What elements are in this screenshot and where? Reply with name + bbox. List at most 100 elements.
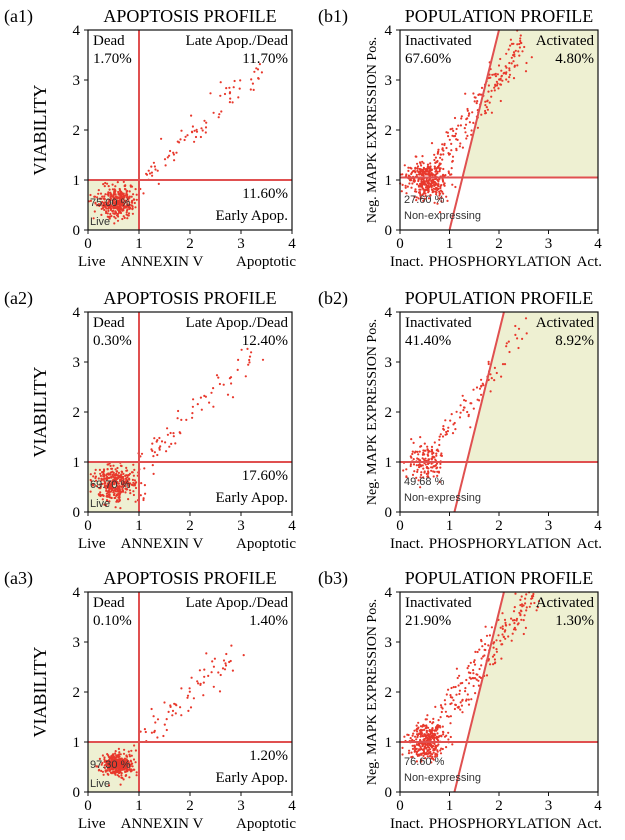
data-point: [97, 769, 100, 772]
x-label-right: Act.: [577, 254, 602, 270]
data-point: [121, 470, 124, 474]
data-point: [490, 626, 493, 629]
data-point: [436, 753, 439, 756]
data-point: [124, 770, 127, 773]
data-point: [516, 64, 519, 67]
data-point: [200, 127, 203, 130]
data-point: [118, 192, 121, 196]
quadrant-top-left-name: Inactivated: [405, 595, 472, 611]
data-point: [444, 419, 447, 422]
data-point: [515, 617, 519, 620]
data-point: [119, 783, 122, 786]
data-point: [455, 127, 458, 131]
data-point: [165, 728, 168, 732]
data-point: [110, 467, 114, 470]
data-point: [480, 113, 483, 116]
y-tick-label: 3: [73, 355, 81, 371]
data-point: [117, 487, 120, 490]
data-point: [452, 129, 455, 132]
data-point: [121, 764, 124, 767]
data-point: [255, 67, 258, 70]
data-point: [121, 776, 124, 779]
data-point: [113, 212, 116, 215]
chart-title: APOPTOSIS PROFILE: [103, 288, 276, 308]
data-point: [162, 734, 165, 738]
data-point: [120, 192, 123, 195]
data-point: [107, 192, 110, 195]
data-point: [454, 185, 457, 189]
panel-a2: (a2) APOPTOSIS PROFILE 0 1 2 3 4 0 1 2 3 4 Live ANNEX…: [0, 282, 312, 560]
data-point: [150, 731, 153, 734]
data-point: [433, 183, 436, 186]
data-point: [430, 469, 433, 472]
data-point: [496, 82, 499, 85]
data-point: [114, 761, 118, 764]
data-point: [439, 162, 442, 165]
quadrant-bottom-right-name: Early Apop.: [216, 770, 289, 786]
data-point: [436, 470, 439, 473]
quadrant-top-right-value: 1.30%: [555, 613, 594, 629]
data-point: [475, 102, 478, 105]
data-point: [449, 696, 452, 699]
data-point: [450, 149, 453, 152]
data-point: [219, 94, 222, 97]
data-point: [524, 317, 528, 320]
quadrant-bottom-right-value: 17.60%: [242, 468, 288, 484]
quadrant-top-left-value: 1.70%: [93, 51, 132, 67]
panel-label: (b2): [318, 288, 348, 309]
data-point: [519, 39, 522, 43]
data-point: [248, 361, 251, 364]
data-point: [439, 153, 442, 156]
data-point: [422, 178, 425, 181]
data-point: [453, 116, 457, 120]
data-point: [438, 192, 441, 195]
data-point: [494, 75, 498, 78]
data-point: [103, 766, 106, 769]
data-point: [406, 185, 409, 188]
y-tick-label: 3: [73, 73, 81, 89]
data-point: [180, 714, 183, 717]
data-point: [441, 143, 444, 146]
data-point: [439, 466, 442, 469]
data-point: [118, 769, 121, 772]
quadrant-top-right-name: Activated: [536, 315, 595, 331]
data-point: [432, 475, 435, 478]
data-point: [424, 457, 427, 460]
data-point: [499, 626, 502, 629]
data-point: [409, 166, 412, 169]
data-point: [119, 202, 123, 205]
data-point: [93, 195, 97, 198]
data-point: [416, 470, 419, 473]
data-point: [493, 86, 496, 89]
data-point: [493, 89, 496, 92]
data-point: [518, 46, 521, 49]
data-point: [520, 603, 524, 606]
data-point: [134, 749, 137, 752]
data-point: [508, 76, 511, 79]
x-tick-label: 4: [288, 798, 296, 814]
data-point: [411, 755, 414, 758]
data-point: [446, 131, 449, 134]
data-point: [499, 639, 502, 642]
data-point: [95, 479, 98, 482]
data-point: [124, 491, 127, 494]
data-point: [523, 45, 526, 49]
data-point: [129, 207, 132, 210]
data-point: [212, 387, 215, 390]
data-point: [123, 748, 126, 751]
data-point: [427, 734, 430, 737]
data-point: [190, 676, 193, 679]
data-point: [140, 452, 144, 455]
data-point: [123, 199, 126, 202]
data-point: [125, 213, 128, 216]
data-point: [510, 639, 513, 642]
data-point: [439, 716, 442, 719]
data-point: [416, 450, 419, 453]
data-point: [113, 202, 116, 205]
data-point: [484, 112, 487, 115]
data-point: [497, 64, 501, 67]
data-point: [116, 208, 119, 211]
quadrant-top-right-value: 8.92%: [555, 333, 594, 349]
data-point: [426, 445, 429, 448]
data-point: [119, 478, 122, 481]
